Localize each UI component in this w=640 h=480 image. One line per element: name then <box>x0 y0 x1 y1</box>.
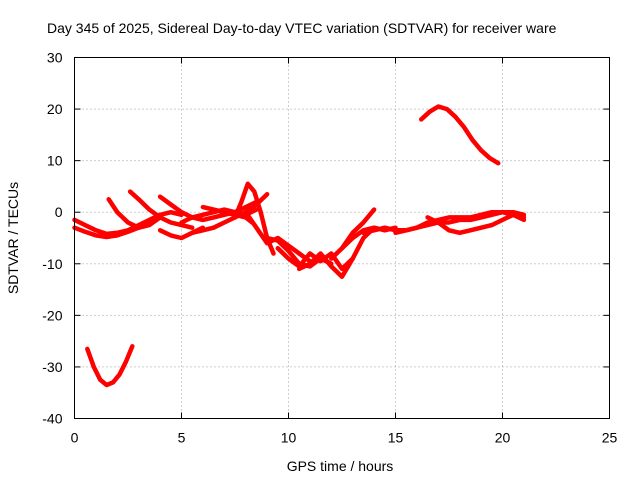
x-tick-label: 15 <box>388 430 404 446</box>
x-tick-label: 20 <box>495 430 511 446</box>
series-layer <box>72 104 527 388</box>
chart-title: Day 345 of 2025, Sidereal Day-to-day VTE… <box>47 20 557 36</box>
series-line-track-t <box>425 212 527 236</box>
y-tick-label: 10 <box>47 153 63 169</box>
series-line-track-c <box>85 344 135 388</box>
x-tick-label: 10 <box>281 430 297 446</box>
series-line-track-e <box>127 189 195 230</box>
plot-frame <box>74 57 610 419</box>
series-line-track-u <box>418 104 501 166</box>
y-tick-label: 0 <box>55 204 63 220</box>
y-tick-label: -10 <box>42 256 62 272</box>
grid-layer <box>74 57 610 419</box>
y-tick-label: -20 <box>42 307 62 323</box>
series-line-track-q <box>339 207 377 251</box>
y-tick-label: -40 <box>42 411 62 427</box>
x-tick-label: 5 <box>178 430 186 446</box>
y-tick-label: -30 <box>42 359 62 375</box>
series-line-track-l <box>243 209 313 264</box>
ticks-layer: 0 5 10 15 20 25 -40 -30 -20 -10 0 10 20 30 <box>42 50 617 446</box>
series-line-track-s <box>393 209 527 236</box>
series-line-track-o <box>296 225 377 279</box>
series-line-track-j <box>200 204 255 225</box>
x-tick-label: 25 <box>602 430 618 446</box>
x-axis-label: GPS time / hours <box>287 458 394 474</box>
y-tick-label: 30 <box>47 50 63 66</box>
series-line-track-d <box>106 197 163 230</box>
y-tick-label: 20 <box>47 101 63 117</box>
series-line-track-i <box>189 191 270 236</box>
y-axis-label: SDTVAR / TECUs <box>5 182 21 294</box>
x-tick-label: 0 <box>71 430 79 446</box>
